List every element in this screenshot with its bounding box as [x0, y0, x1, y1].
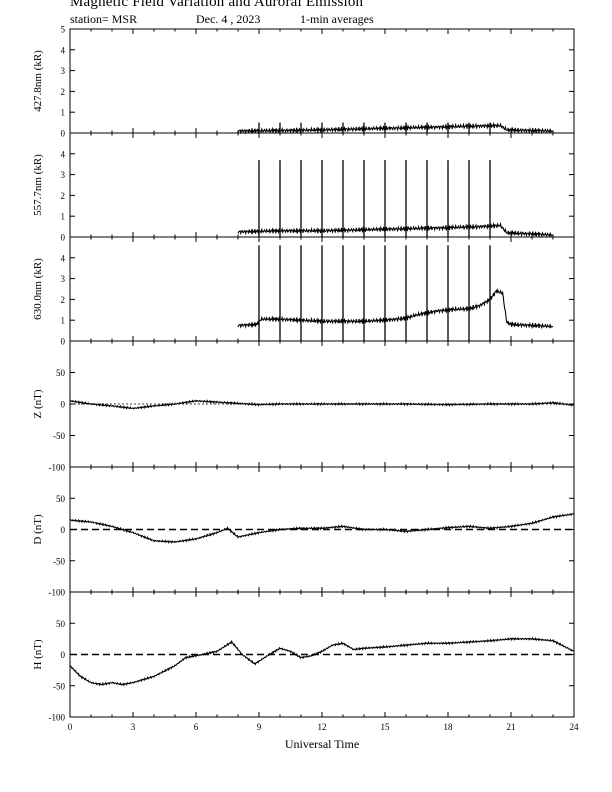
y-tick-label-427-8nm: 5	[61, 25, 66, 35]
panel-frame-h	[69, 591, 575, 718]
y-tick-label-h: -50	[53, 681, 65, 691]
y-tick-label-630-0nm: 4	[61, 253, 66, 263]
x-tick-label: 21	[507, 722, 516, 732]
y-tick-label-d: -50	[53, 556, 65, 566]
x-axis-label: Universal Time	[285, 737, 359, 751]
y-tick-label-557-7nm: 4	[61, 149, 66, 159]
y-tick-label-427-8nm: 0	[61, 129, 66, 139]
y-tick-label-z: -50	[53, 431, 65, 441]
x-tick-label: 3	[131, 722, 136, 732]
x-tick-label: 15	[381, 722, 391, 732]
y-tick-label-z: 50	[56, 368, 66, 378]
y-tick-label-630-0nm: 0	[61, 337, 66, 347]
x-tick-label: 12	[318, 722, 327, 732]
averaging-label: 1-min averages	[300, 12, 374, 26]
panel-frame-d	[69, 466, 575, 593]
y-tick-label-557-7nm: 3	[61, 170, 66, 180]
series-line-630-0nm	[237, 287, 554, 330]
y-tick-label-557-7nm: 1	[61, 212, 66, 222]
y-axis-label-h: H (nT)	[32, 639, 44, 670]
y-axis-label-630-0nm: 630.0nm (kR)	[32, 258, 44, 320]
y-tick-label-427-8nm: 1	[61, 108, 66, 118]
series-line-z	[69, 399, 575, 410]
y-tick-label-630-0nm: 2	[61, 295, 66, 305]
y-tick-label-d: 50	[56, 494, 66, 504]
y-tick-label-630-0nm: 3	[61, 274, 66, 284]
series-line-d	[69, 513, 575, 544]
x-tick-label: 24	[570, 722, 580, 732]
chart-title: Magnetic Field Variation and Auroral Emi…	[70, 0, 364, 10]
y-tick-label-557-7nm: 0	[61, 233, 66, 243]
y-tick-label-h: 0	[61, 650, 66, 660]
series-line-427-8nm	[237, 121, 554, 135]
x-tick-label: 6	[194, 722, 199, 732]
station-label: station= MSR	[70, 12, 138, 26]
series-line-557-7nm	[237, 221, 554, 238]
y-axis-label-427-8nm: 427.8nm (kR)	[32, 50, 44, 112]
y-axis-label-z: Z (nT)	[32, 389, 44, 418]
y-tick-label-427-8nm: 4	[61, 45, 66, 55]
y-tick-label-h: 50	[56, 619, 66, 629]
series-line-h	[69, 636, 575, 687]
y-tick-label-d: -100	[49, 588, 66, 598]
date-label: Dec. 4 , 2023	[196, 12, 261, 26]
x-tick-label: 9	[257, 722, 262, 732]
x-tick-label: 0	[68, 722, 73, 732]
panel-frame-427-8nm	[69, 28, 575, 134]
y-tick-label-427-8nm: 2	[61, 87, 66, 97]
y-tick-label-d: 0	[61, 525, 66, 535]
x-tick-label: 18	[444, 722, 454, 732]
y-tick-label-z: 0	[61, 400, 66, 410]
y-tick-label-h: -100	[49, 713, 66, 723]
y-tick-label-557-7nm: 2	[61, 191, 66, 201]
y-tick-label-z: -100	[49, 463, 66, 473]
y-tick-label-630-0nm: 1	[61, 316, 66, 326]
y-axis-label-557-7nm: 557.7nm (kR)	[32, 154, 44, 216]
y-tick-label-427-8nm: 3	[61, 66, 66, 76]
y-axis-label-d: D (nT)	[32, 514, 44, 545]
